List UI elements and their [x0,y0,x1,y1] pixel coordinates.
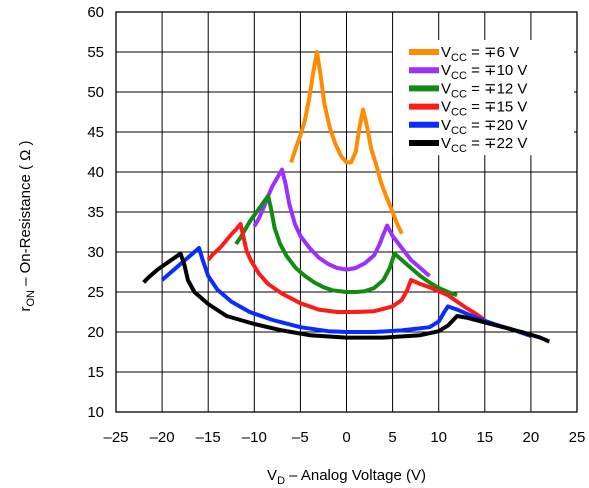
legend-label-sub: CC [451,70,467,82]
y-axis-title-rest: – On-Resistance ( Ω ) [17,140,34,290]
y-axis-title-main: r [17,307,34,312]
y-tick-label: 35 [87,204,104,221]
x-tick-label: –5 [292,429,309,446]
x-axis-title-rest: – Analog Voltage (V) [285,467,426,484]
legend-label-0: VCC = ∓6 V [441,44,519,64]
legend-label-main: V [441,99,451,116]
series-line-5 [142,251,551,344]
legend-label-rest: = ∓6 V [467,44,519,61]
plot-frame [115,11,578,413]
x-tick-label: –15 [196,429,221,446]
x-tick-label: 5 [388,429,396,446]
legend-label-rest: = ∓20 V [467,117,528,134]
legend-label-sub: CC [451,88,467,100]
series-line-2 [234,194,458,298]
x-tick-label: 15 [476,429,493,446]
legend-label-sub: CC [451,143,467,155]
y-tick-labels: 10 15 20 25 30 35 40 45 50 55 60 [87,4,104,421]
legend-label-5: VCC = ∓22 V [441,135,527,155]
legend-label-2: VCC = ∓12 V [441,80,527,100]
y-tick-label: 15 [87,364,104,381]
x-axis-title-sub: D [277,475,285,487]
y-tick-label: 25 [87,284,104,301]
x-tick-label: –25 [103,429,128,446]
x-tick-label: –10 [242,429,267,446]
legend-background [393,40,574,156]
x-tick-label: 0 [342,429,350,446]
legend-label-main: V [441,62,451,79]
x-axis-title-main: V [267,467,277,484]
y-tick-label: 40 [87,164,104,181]
legend-label-3: VCC = ∓15 V [441,99,527,119]
x-tick-label: 10 [430,429,447,446]
legend-label-1: VCC = ∓10 V [441,62,527,82]
series-line-0 [289,50,404,235]
x-tick-labels: –25 –20 –15 –10 –5 0 5 10 15 20 25 [103,429,585,446]
y-tick-label: 20 [87,324,104,341]
y-tick-label: 10 [87,404,104,421]
legend-label-sub: CC [451,52,467,64]
legend-label-main: V [441,80,451,97]
y-tick-label: 55 [87,44,104,61]
y-axis-title-sub: ON [25,290,37,307]
y-tick-label: 50 [87,84,104,101]
y-axis-title: rON – On-Resistance ( Ω ) [17,140,37,311]
legend-label-sub: CC [451,125,467,137]
legend-label-main: V [441,44,451,61]
x-tick-label: 25 [569,429,586,446]
legend-label-main: V [441,135,451,152]
y-tick-label: 30 [87,244,104,261]
legend-label-rest: = ∓12 V [467,80,528,97]
y-tick-label: 60 [87,4,104,21]
y-tick-label: 45 [87,124,104,141]
series-layer [142,50,551,344]
legend-label-4: VCC = ∓20 V [441,117,527,137]
x-tick-label: –20 [150,429,175,446]
legend-label-sub: CC [451,107,467,119]
x-tick-label: 20 [523,429,540,446]
legend-label-main: V [441,117,451,134]
x-axis-title: VD – Analog Voltage (V) [267,467,426,487]
legend-label-rest: = ∓22 V [467,135,528,152]
series-line-1 [252,167,431,278]
legend-label-rest: = ∓15 V [467,99,528,116]
series-line-3 [206,222,486,322]
legend-label-rest: = ∓10 V [467,62,528,79]
